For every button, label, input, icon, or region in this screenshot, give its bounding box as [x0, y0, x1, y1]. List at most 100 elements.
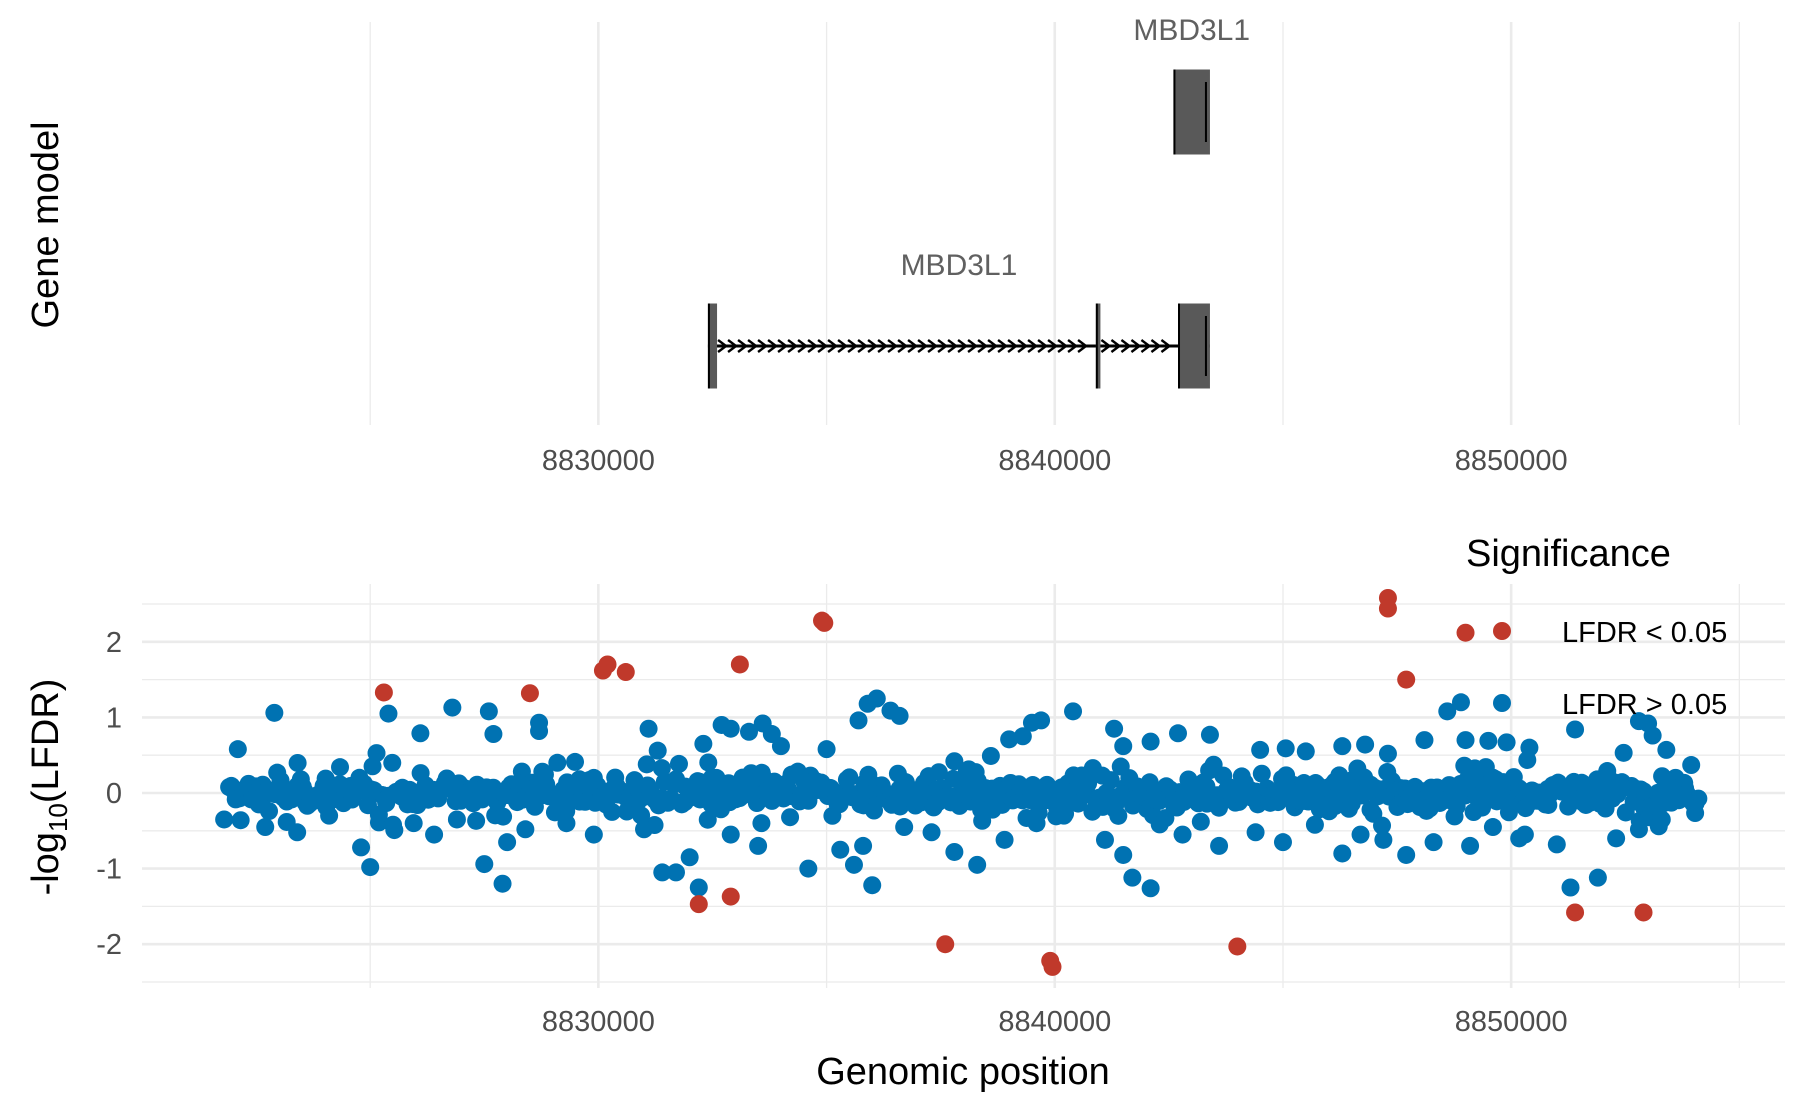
data-point-not-significant: [1374, 830, 1393, 849]
data-point-not-significant: [361, 858, 380, 877]
y-tick-label: 1: [106, 702, 122, 734]
data-point-not-significant: [493, 874, 512, 893]
data-point-significant: [730, 655, 749, 674]
data-point-not-significant: [1079, 774, 1098, 793]
data-point-significant: [520, 684, 539, 703]
data-point-not-significant: [498, 833, 517, 852]
data-point-not-significant: [1397, 845, 1416, 864]
data-point-not-significant: [1629, 820, 1648, 839]
strand-arrow: [907, 339, 919, 353]
data-point-not-significant: [331, 758, 350, 777]
data-point-not-significant: [639, 719, 658, 738]
data-point-not-significant: [1114, 845, 1133, 864]
strand-arrow: [917, 339, 929, 353]
data-point-not-significant: [1064, 702, 1083, 721]
strand-arrow: [1027, 339, 1039, 353]
data-point-not-significant: [669, 754, 688, 773]
data-point-not-significant: [1305, 815, 1324, 834]
strand-arrow: [897, 339, 909, 353]
data-point-not-significant: [384, 815, 403, 834]
data-point-not-significant: [831, 840, 850, 859]
data-point-not-significant: [1109, 806, 1128, 825]
gene-model-x-tick-label: 8840000: [998, 445, 1111, 477]
data-point-not-significant: [1356, 735, 1375, 754]
strand-arrow: [1037, 339, 1049, 353]
legend-label-not-significant: LFDR > 0.05: [1562, 689, 1727, 721]
data-point-significant: [815, 613, 834, 632]
data-point-not-significant: [1378, 744, 1397, 763]
data-point-not-significant: [367, 744, 386, 763]
data-point-not-significant: [1252, 764, 1271, 783]
gene-model-x-tick-label: 8830000: [542, 445, 655, 477]
data-point-not-significant: [652, 759, 671, 778]
strand-arrow: [847, 339, 859, 353]
data-point-not-significant: [1451, 693, 1470, 712]
data-point-not-significant: [1438, 702, 1457, 721]
data-point-not-significant: [404, 814, 423, 833]
data-point-not-significant: [945, 752, 964, 771]
x-tick-label: 8840000: [998, 1006, 1111, 1038]
data-point-not-significant: [1032, 711, 1051, 730]
data-point-not-significant: [981, 746, 1000, 765]
y-tick-label: -1: [96, 854, 122, 886]
data-point-not-significant: [379, 704, 398, 723]
data-point-not-significant: [1424, 833, 1443, 852]
data-point-not-significant: [260, 802, 279, 821]
gene-model-gridlines: [369, 22, 1741, 425]
data-point-not-significant: [637, 755, 656, 774]
strand-arrow: [967, 339, 979, 353]
data-point-not-significant: [447, 810, 466, 829]
data-point-significant: [721, 887, 740, 906]
data-point-not-significant: [752, 814, 771, 833]
data-point-not-significant: [479, 702, 498, 721]
strand-arrow: [717, 339, 729, 353]
legend-title: Significance: [1466, 533, 1671, 575]
data-point-not-significant: [749, 836, 768, 855]
x-tick-label: 8850000: [1455, 1006, 1568, 1038]
data-point-not-significant: [1333, 844, 1352, 863]
transcript-label: MBD3L1: [1133, 14, 1250, 47]
data-point-not-significant: [968, 855, 987, 874]
data-point-not-significant: [1566, 720, 1585, 739]
data-point-not-significant: [1689, 789, 1708, 808]
transcript: MBD3L1: [1133, 14, 1250, 155]
data-point-not-significant: [867, 689, 886, 708]
data-point-not-significant: [566, 752, 585, 771]
data-point-significant: [1566, 903, 1585, 922]
data-point-not-significant: [1652, 810, 1671, 829]
data-point-not-significant: [689, 878, 708, 897]
data-point-not-significant: [1191, 812, 1210, 831]
data-point-not-significant: [1123, 868, 1142, 887]
data-point-not-significant: [1515, 825, 1534, 844]
exon-block: [1173, 69, 1210, 155]
data-point-not-significant: [1210, 836, 1229, 855]
x-tick-label: 8830000: [542, 1006, 655, 1038]
data-point-not-significant: [1141, 879, 1160, 898]
data-point-not-significant: [721, 719, 740, 738]
data-point-not-significant: [1461, 836, 1480, 855]
data-point-not-significant: [352, 838, 371, 857]
data-point-not-significant: [1200, 725, 1219, 744]
data-point-significant: [936, 935, 955, 954]
strand-arrow: [817, 339, 829, 353]
strand-arrow: [1047, 339, 1059, 353]
strand-arrow: [777, 339, 789, 353]
data-point-not-significant: [557, 814, 576, 833]
data-point-not-significant: [694, 734, 713, 753]
strand-arrow: [887, 339, 899, 353]
strand-arrow: [787, 339, 799, 353]
data-point-not-significant: [1101, 771, 1120, 790]
data-point-not-significant: [890, 706, 909, 725]
strand-arrow: [1067, 339, 1079, 353]
strand-arrow: [1160, 339, 1172, 353]
data-point-not-significant: [1173, 825, 1192, 844]
data-point-not-significant: [739, 722, 758, 741]
exon-block: [1178, 303, 1210, 389]
y-tick-label: -2: [96, 929, 122, 961]
data-point-not-significant: [1276, 739, 1295, 758]
data-point-not-significant: [849, 711, 868, 730]
data-point-not-significant: [1657, 740, 1676, 759]
y-axis-title-tail: (LFDR): [25, 679, 67, 804]
legend: Significance LFDR < 0.05 LFDR > 0.05: [1466, 533, 1727, 721]
scatter-panel: -2 -1 0 1 2 8830000 8840000 8850000 Genomic po…: [25, 584, 1785, 1093]
